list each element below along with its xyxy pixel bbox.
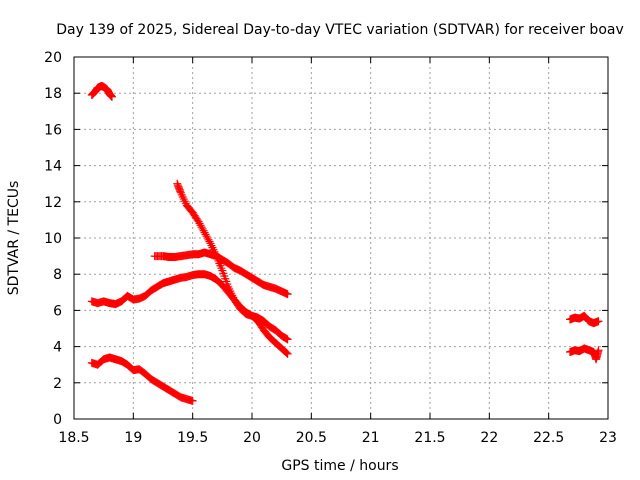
y-tick-label: 20	[44, 50, 62, 66]
y-tick-label: 12	[44, 195, 62, 211]
data-point	[199, 226, 208, 235]
data-point	[282, 334, 291, 343]
x-tick-label: 22	[480, 430, 498, 446]
series-track-1	[87, 81, 116, 101]
data-point	[193, 216, 202, 225]
y-axis-label: SDTVAR / TECUs	[6, 181, 22, 296]
x-tick-label: 19	[124, 430, 142, 446]
x-tick-label: 20.5	[296, 430, 327, 446]
y-tick-label: 10	[44, 231, 62, 247]
data-point	[194, 217, 203, 226]
axis-ticks	[73, 56, 609, 420]
data-point	[198, 224, 207, 233]
series-track-7	[566, 344, 603, 364]
x-tick-label: 19.5	[177, 430, 208, 446]
y-tick-label: 14	[44, 159, 62, 175]
data-point	[204, 235, 213, 244]
grid	[74, 57, 608, 419]
y-tick-label: 18	[44, 86, 62, 102]
y-tick-label: 8	[53, 267, 62, 283]
chart-title: Day 139 of 2025, Sidereal Day-to-day VTE…	[56, 22, 624, 38]
data-point	[188, 396, 197, 405]
data-point	[283, 335, 292, 344]
y-tick-label: 0	[53, 412, 62, 428]
data-point	[203, 234, 212, 242]
x-tick-label: 21.5	[414, 430, 445, 446]
series-track-3	[87, 353, 197, 405]
data-point	[107, 92, 116, 101]
data-point	[283, 290, 292, 299]
data-point	[283, 349, 292, 358]
x-axis-label: GPS time / hours	[281, 458, 398, 474]
data-points	[87, 81, 603, 405]
data-point	[594, 317, 603, 326]
data-point	[594, 346, 603, 355]
y-tick-labels: 0 2 4 6 8 10 12 14 16 18 20	[44, 50, 62, 428]
y-tick-label: 16	[44, 122, 62, 138]
data-point	[281, 334, 290, 343]
x-tick-label: 18.5	[58, 430, 89, 446]
data-point	[196, 221, 205, 230]
data-point	[201, 230, 210, 239]
y-tick-label: 4	[53, 340, 62, 356]
data-point	[202, 232, 211, 241]
series-track-6	[566, 311, 603, 328]
x-tick-labels: 18.5 19 19.5 20 20.5 21 21.5 22 22.5 23	[58, 430, 617, 446]
data-point	[197, 223, 206, 232]
data-point	[281, 348, 290, 357]
data-point	[200, 228, 209, 237]
data-point	[195, 219, 204, 228]
series-track-5	[173, 179, 292, 358]
series-track-4	[150, 248, 292, 299]
x-tick-label: 20	[243, 430, 261, 446]
x-tick-label: 21	[362, 430, 380, 446]
data-point	[205, 237, 214, 246]
x-tick-label: 22.5	[533, 430, 564, 446]
x-tick-label: 23	[599, 430, 617, 446]
y-tick-label: 6	[53, 303, 62, 319]
y-tick-label: 2	[53, 376, 62, 392]
data-point	[282, 348, 291, 357]
